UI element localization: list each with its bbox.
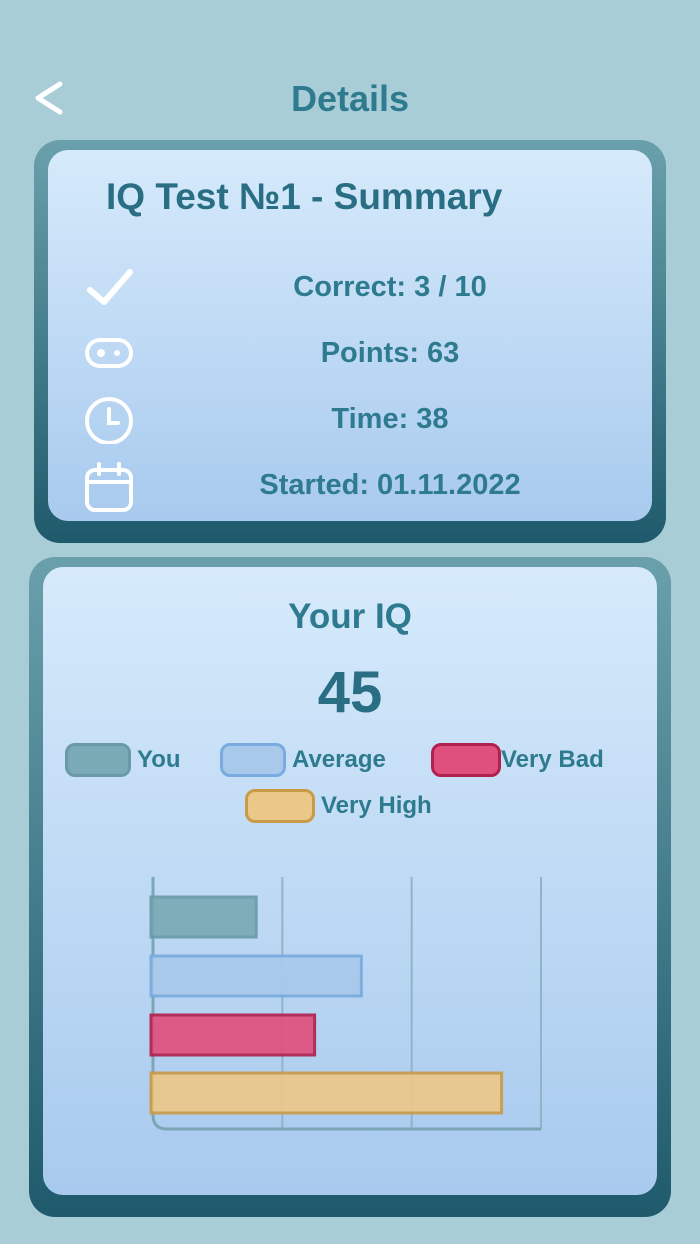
iq-card: Your IQ 45 You Average Very Bad Very Hig…: [29, 557, 671, 1217]
bar-very-bad: [149, 1013, 317, 1057]
clock-icon: [85, 397, 133, 444]
back-button[interactable]: [30, 78, 70, 118]
points-row: Points: 63: [48, 328, 652, 378]
points-icon: [85, 338, 133, 368]
check-icon: [87, 269, 133, 305]
bar-average: [149, 954, 363, 998]
iq-bar-chart: [149, 877, 542, 1131]
started-row: Started: 01.11.2022: [48, 460, 652, 512]
page-title: Details: [290, 78, 410, 119]
iq-title: Your IQ: [288, 597, 412, 636]
calendar-icon: [85, 462, 133, 512]
bar-you: [149, 895, 258, 939]
iq-value: 45: [317, 660, 383, 725]
legend-you: You: [65, 743, 181, 777]
legend-very-bad: Very Bad: [431, 743, 604, 777]
correct-row: Correct: 3 / 10: [48, 262, 652, 312]
legend-swatch: [431, 743, 501, 777]
bar-very-high: [149, 1071, 504, 1115]
chevron-left-icon: [35, 81, 63, 115]
time-row: Time: 38: [48, 394, 652, 444]
legend-very-high: Very High: [245, 789, 432, 823]
axis-line: [151, 877, 541, 1131]
legend-swatch: [220, 743, 286, 777]
summary-title: IQ Test №1 - Summary: [106, 176, 503, 217]
legend-swatch: [245, 789, 315, 823]
summary-card: IQ Test №1 - Summary Correct: 3 / 10 Poi…: [34, 140, 666, 543]
legend-average: Average: [220, 743, 386, 777]
legend-swatch: [65, 743, 131, 777]
